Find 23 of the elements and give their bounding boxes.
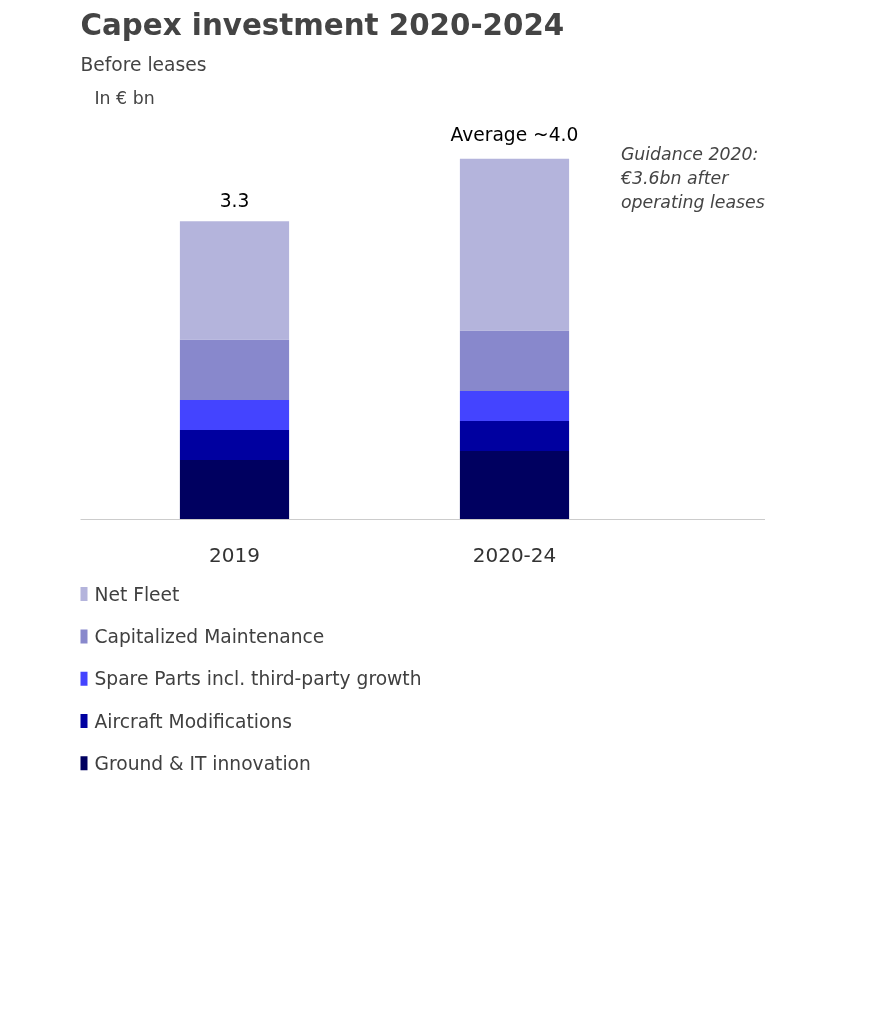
annotation: 3.3	[219, 190, 250, 212]
bar	[459, 330, 570, 392]
x-tick-label: 2020-24	[472, 542, 557, 567]
annotation: Guidance 2020: €3.6bn after operating leases	[619, 144, 765, 213]
bar	[179, 459, 290, 520]
legend-label: Aircraft Modifications	[94, 710, 292, 732]
x-tick-label: 2019	[209, 542, 260, 567]
bar	[459, 450, 570, 520]
bar	[179, 221, 290, 340]
chart-title: Capex investment 2020-2024	[80, 7, 565, 42]
bar	[459, 391, 570, 422]
chart-subtitle: Before leases	[80, 53, 207, 75]
legend-label: Ground & IT innovation	[94, 752, 311, 774]
legend-label: Net Fleet	[94, 583, 180, 605]
bar	[179, 430, 290, 460]
text: In € bn	[94, 87, 155, 108]
bar	[179, 339, 290, 401]
legend-label: Spare Parts incl. third-party growth	[94, 668, 422, 690]
bar	[459, 421, 570, 451]
annotation: Average ~4.0	[450, 123, 579, 145]
bar	[179, 400, 290, 431]
bar	[459, 158, 570, 331]
legend-label: Capitalized Maintenance	[94, 625, 325, 647]
